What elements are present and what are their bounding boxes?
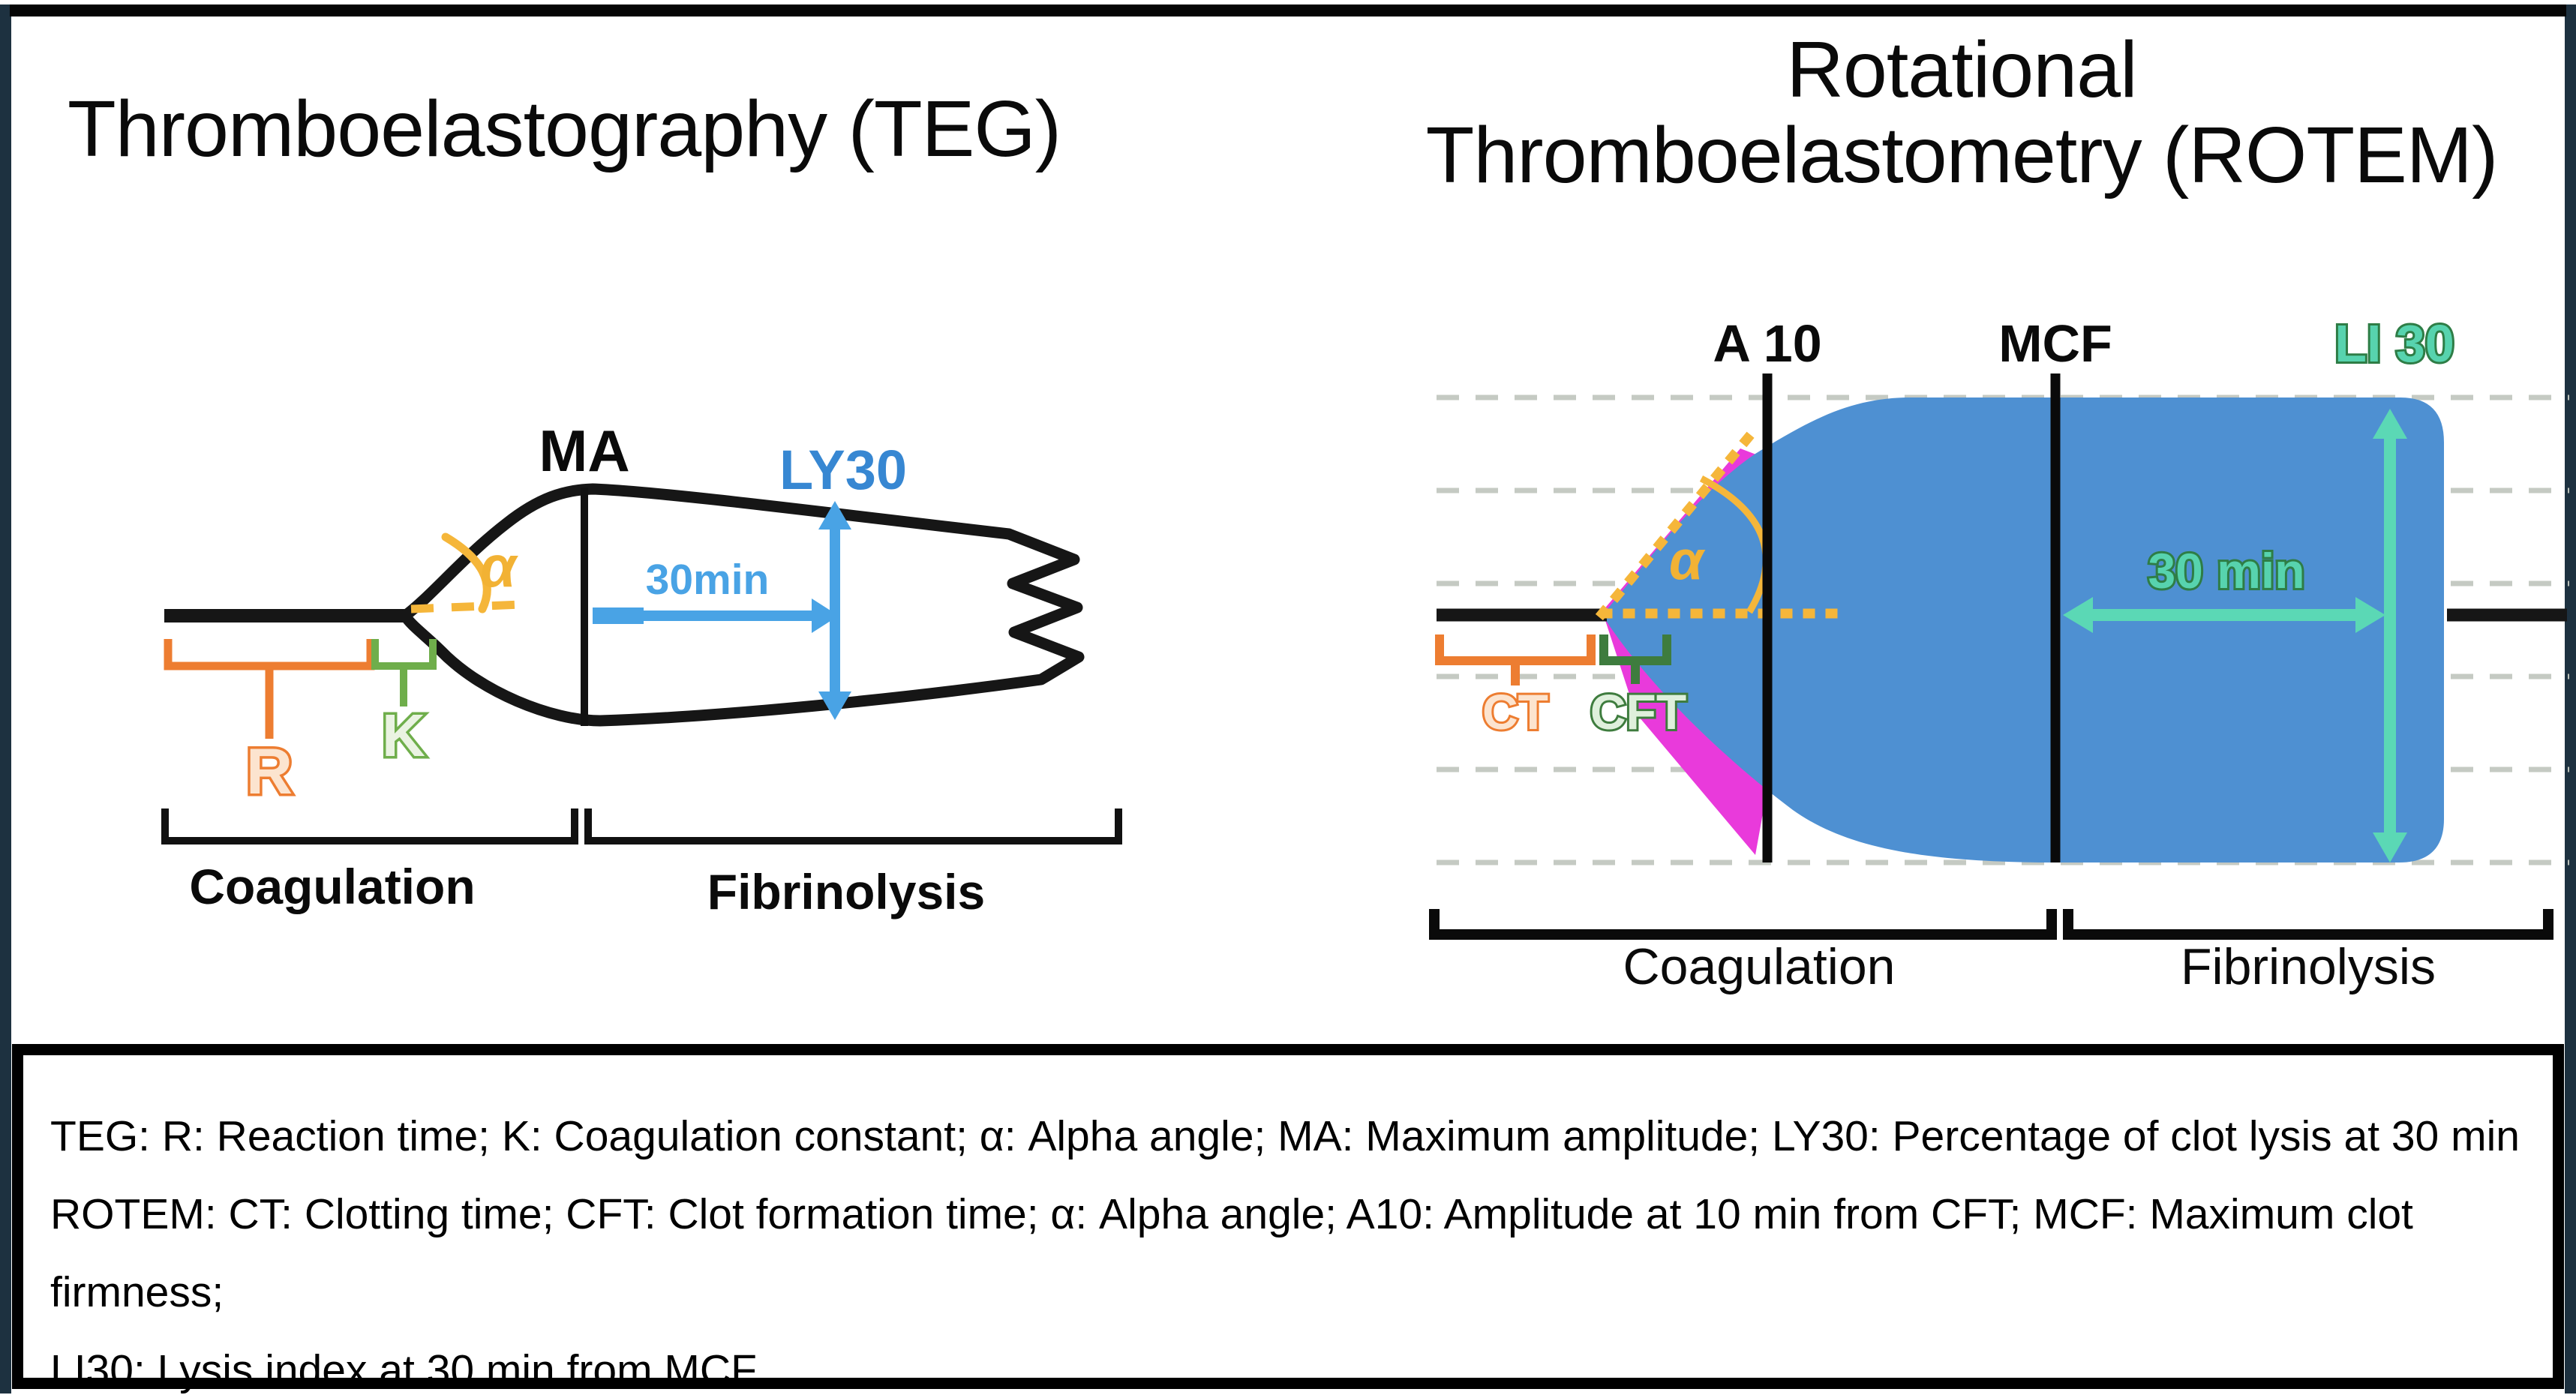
teg-alpha-label: α	[480, 533, 519, 599]
rotem-title: Rotational Thromboelastometry (ROTEM)	[1350, 27, 2573, 199]
teg-fibrinolysis-label: Fibrinolysis	[707, 864, 985, 920]
teg-ma-label: MA	[539, 418, 629, 484]
caption-line-li30: LI30: Lysis index at 30 min from MCF	[50, 1346, 757, 1394]
teg-30min-label: 30min	[646, 556, 770, 604]
caption-line-teg: TEG: R: Reaction time; K: Coagulation co…	[50, 1112, 2520, 1160]
teg-diagram: MA α 30min LY30 R K	[161, 418, 1122, 920]
teg-coagulation-bracket	[161, 808, 578, 844]
teg-ly30-arrowhead-bottom	[818, 692, 851, 720]
teg-r-label: R	[246, 736, 293, 808]
teg-r-bracket	[164, 639, 375, 670]
teg-fibrinolysis-bracket	[584, 808, 1122, 844]
caption-box: TEG: R: Reaction time; K: Coagulation co…	[12, 1044, 2564, 1394]
rotem-coagulation-label: Coagulation	[1623, 938, 1896, 995]
rotem-title-line2: Thromboelastometry (ROTEM)	[1425, 111, 2499, 200]
rotem-clot-shape	[1602, 398, 2444, 862]
teg-alpha-dashed-line	[410, 600, 522, 614]
rotem-30min-arrowhead-right	[2355, 597, 2385, 633]
rotem-li30-arrowhead-top	[2373, 409, 2407, 439]
rotem-30min-arrowhead-left	[2063, 597, 2093, 633]
rotem-coagulation-bracket	[1429, 909, 2057, 940]
rotem-li30-label: LI 30	[2334, 314, 2454, 373]
teg-ly30-label: LY30	[779, 439, 907, 501]
teg-ly30-arrowhead-top	[818, 501, 851, 530]
frame-right-edge	[2565, 4, 2576, 1394]
rotem-alpha-arc	[1699, 476, 1770, 614]
rotem-title-line1: Rotational	[1786, 26, 2137, 114]
rotem-diagram: α A 10 MCF LI 30 30 min CT CFT	[1429, 312, 2569, 995]
rotem-mcf-label: MCF	[1998, 314, 2112, 373]
rotem-li30-arrowhead-bottom	[2373, 832, 2407, 862]
frame-left-edge	[0, 4, 11, 1394]
teg-30min-arrowhead	[812, 598, 839, 633]
rotem-fibrinolysis-bracket	[2063, 909, 2553, 940]
teg-coagulation-label: Coagulation	[189, 859, 475, 914]
rotem-cft-label: CFT	[1590, 684, 1686, 740]
rotem-ct-label: CT	[1482, 684, 1548, 740]
teg-title: Thromboelastography (TEG)	[68, 85, 1061, 173]
teg-k-label: K	[382, 702, 425, 769]
caption-line-rotem: ROTEM: CT: Clotting time; CFT: Clot form…	[50, 1190, 2413, 1316]
diagrams-canvas: MA α 30min LY30 R K	[161, 312, 2569, 995]
teg-alpha-arc	[441, 532, 491, 614]
teg-curve	[399, 483, 1085, 727]
frame-top-edge	[10, 4, 2566, 16]
rotem-fibrinolysis-label: Fibrinolysis	[2181, 938, 2436, 995]
rotem-30min-label: 30 min	[2148, 543, 2304, 598]
rotem-alpha-tangent-dotted	[1595, 417, 1767, 621]
rotem-ct-bracket	[1435, 634, 1596, 665]
rotem-a10-label: A 10	[1713, 314, 1821, 373]
rotem-alpha-label: α	[1669, 529, 1706, 591]
teg-30min-arrow-tail	[593, 608, 644, 624]
teg-k-bracket	[371, 639, 437, 670]
